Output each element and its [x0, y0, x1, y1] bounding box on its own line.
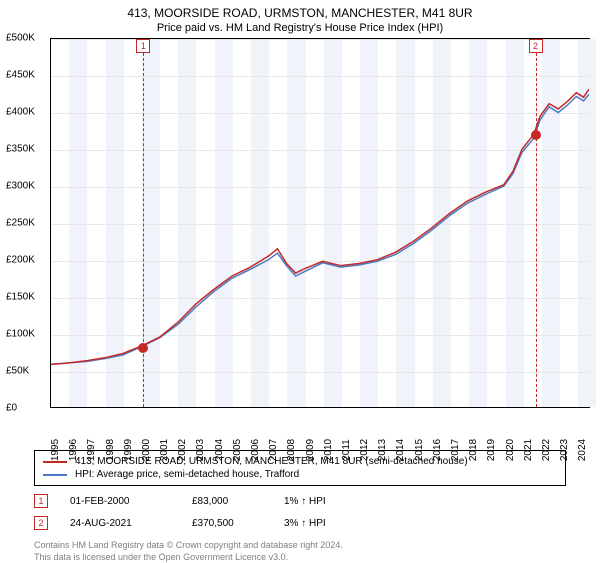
x-axis-tick-label: 2003	[195, 439, 206, 461]
y-axis-tick-label: £200K	[6, 255, 35, 266]
x-axis-tick-label: 2022	[541, 439, 552, 461]
transaction-row: 1 01-FEB-2000 £83,000 1% ↑ HPI	[34, 490, 566, 512]
chart-plot-area: 12	[50, 38, 590, 408]
x-axis-tick-label: 2015	[414, 439, 425, 461]
transaction-marker: 1	[34, 494, 48, 508]
x-axis-tick-label: 2004	[214, 439, 225, 461]
y-axis-tick-label: £250K	[6, 218, 35, 229]
x-axis-tick-label: 1995	[50, 439, 61, 461]
x-axis-labels: 1995199619971998199920002001200220032004…	[50, 408, 590, 444]
x-axis-tick-label: 2010	[323, 439, 334, 461]
x-axis-tick-label: 2011	[341, 439, 352, 461]
x-axis-tick-label: 2009	[305, 439, 316, 461]
chart-marker-label: 1	[136, 39, 150, 53]
y-axis-tick-label: £50K	[6, 366, 29, 377]
x-axis-tick-label: 2016	[432, 439, 443, 461]
x-axis-tick-label: 2012	[359, 439, 370, 461]
transaction-price: £370,500	[192, 518, 262, 529]
x-axis-tick-label: 2018	[468, 439, 479, 461]
legend-item: HPI: Average price, semi-detached house,…	[43, 468, 557, 481]
transaction-date: 24-AUG-2021	[70, 518, 170, 529]
chart-subtitle: Price paid vs. HM Land Registry's House …	[0, 20, 600, 38]
y-axis-tick-label: £150K	[6, 292, 35, 303]
x-axis-tick-label: 1997	[86, 439, 97, 461]
x-axis-tick-label: 2021	[523, 439, 534, 461]
x-axis-tick-label: 2001	[159, 439, 170, 461]
x-axis-tick-label: 2006	[250, 439, 261, 461]
x-axis-tick-label: 1996	[68, 439, 79, 461]
transaction-row: 2 24-AUG-2021 £370,500 3% ↑ HPI	[34, 512, 566, 534]
transaction-table: 1 01-FEB-2000 £83,000 1% ↑ HPI 2 24-AUG-2021 £…	[34, 490, 566, 534]
chart-marker-dot	[531, 130, 541, 140]
x-axis-tick-label: 2023	[559, 439, 570, 461]
transaction-pct: 3% ↑ HPI	[284, 518, 364, 529]
y-axis-tick-label: £500K	[6, 33, 35, 44]
transaction-pct: 1% ↑ HPI	[284, 496, 364, 507]
x-axis-tick-label: 2005	[232, 439, 243, 461]
y-axis-tick-label: £0	[6, 403, 17, 414]
y-axis-tick-label: £100K	[6, 329, 35, 340]
footer-line-1: Contains HM Land Registry data © Crown c…	[34, 540, 566, 552]
x-axis-tick-label: 2017	[450, 439, 461, 461]
chart-marker-dot	[138, 343, 148, 353]
chart-title: 413, MOORSIDE ROAD, URMSTON, MANCHESTER,…	[0, 0, 600, 20]
transaction-date: 01-FEB-2000	[70, 496, 170, 507]
x-axis-tick-label: 2014	[395, 439, 406, 461]
y-axis-tick-label: £450K	[6, 70, 35, 81]
x-axis-tick-label: 1999	[123, 439, 134, 461]
legend-swatch	[43, 474, 67, 476]
x-axis-tick-label: 2008	[286, 439, 297, 461]
x-axis-tick-label: 1998	[105, 439, 116, 461]
transaction-marker: 2	[34, 516, 48, 530]
x-axis-tick-label: 2020	[505, 439, 516, 461]
x-axis-tick-label: 2019	[486, 439, 497, 461]
x-axis-tick-label: 2007	[268, 439, 279, 461]
x-axis-tick-label: 2002	[177, 439, 188, 461]
legend-label: HPI: Average price, semi-detached house,…	[75, 469, 299, 480]
x-axis-tick-label: 2000	[141, 439, 152, 461]
y-axis-tick-label: £300K	[6, 181, 35, 192]
legend-item: 413, MOORSIDE ROAD, URMSTON, MANCHESTER,…	[43, 455, 557, 468]
y-axis-tick-label: £400K	[6, 107, 35, 118]
chart-marker-label: 2	[529, 39, 543, 53]
transaction-price: £83,000	[192, 496, 262, 507]
x-axis-tick-label: 2013	[377, 439, 388, 461]
footer-line-2: This data is licensed under the Open Gov…	[34, 552, 566, 563]
y-axis-tick-label: £350K	[6, 144, 35, 155]
x-axis-tick-label: 2024	[577, 439, 588, 461]
